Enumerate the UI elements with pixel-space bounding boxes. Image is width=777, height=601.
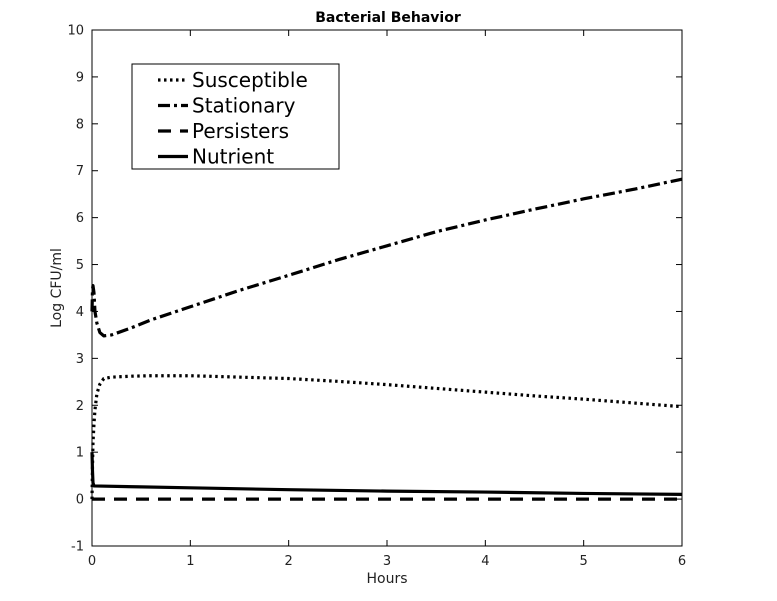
y-axis-label: Log CFU/ml <box>49 248 65 328</box>
x-tick-label: 1 <box>186 554 194 569</box>
legend-label-stationary: Stationary <box>192 94 296 118</box>
x-tick-label: 5 <box>580 554 588 569</box>
x-tick-label: 4 <box>481 554 489 569</box>
y-tick-label: 9 <box>76 70 84 85</box>
y-tick-label: 3 <box>76 352 84 367</box>
series-line-stationary <box>90 177 683 338</box>
series-line-nutrient <box>90 452 683 496</box>
y-tick-label: 7 <box>76 164 84 179</box>
chart-title: Bacterial Behavior <box>315 10 461 26</box>
legend-label-persisters: Persisters <box>192 119 289 143</box>
y-tick-label: 1 <box>76 446 84 461</box>
series-line-susceptible <box>90 374 683 500</box>
y-tick-label: 2 <box>76 399 84 414</box>
x-tick-label: 3 <box>383 554 391 569</box>
x-tick-label: 0 <box>88 554 96 569</box>
x-axis-label: Hours <box>366 571 407 587</box>
y-tick-label: 5 <box>76 258 84 273</box>
y-tick-label: 10 <box>67 24 84 39</box>
y-tick-label: 0 <box>76 493 84 508</box>
axis-ticks: 0 1 2 3 4 5 6 -1 0 1 2 3 4 5 6 7 8 9 10 <box>67 24 686 570</box>
legend-label-susceptible: Susceptible <box>192 68 308 92</box>
y-tick-label: 8 <box>76 117 84 132</box>
legend-label-nutrient: Nutrient <box>192 145 274 169</box>
y-tick-label: 4 <box>76 305 84 320</box>
x-tick-label: 2 <box>285 554 293 569</box>
x-tick-label: 6 <box>678 554 686 569</box>
y-tick-label: -1 <box>71 540 84 555</box>
series-layer <box>90 177 683 501</box>
y-tick-label: 6 <box>76 211 84 226</box>
